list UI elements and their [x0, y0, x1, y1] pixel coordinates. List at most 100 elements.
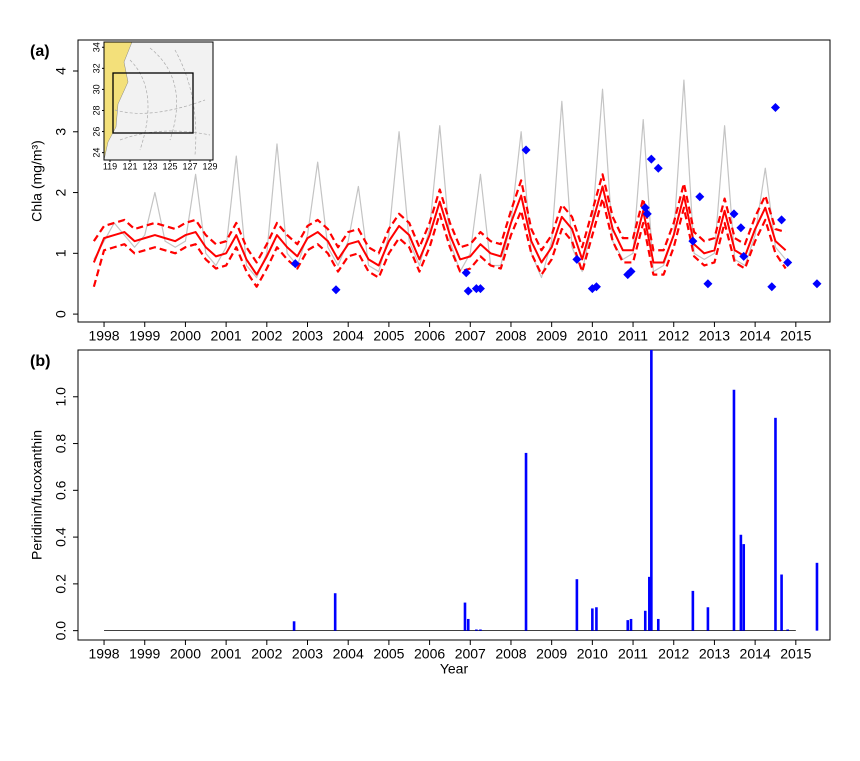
data-point: [777, 215, 787, 225]
bar: [595, 607, 598, 631]
bar: [475, 629, 478, 631]
bar: [706, 607, 710, 631]
x-tick-label: 2001: [211, 328, 242, 344]
inset-x-tick-label: 123: [142, 161, 157, 171]
plot-frame: [77, 349, 831, 641]
inset-frame: [103, 41, 214, 161]
x-tick-label: 2009: [536, 328, 567, 344]
bar: [626, 620, 630, 631]
confidence-line: [92, 173, 786, 264]
x-tick-label: 2010: [577, 328, 608, 344]
data-point: [812, 279, 822, 289]
x-tick-label: 2015: [780, 646, 811, 662]
data-point: [461, 268, 471, 278]
x-tick-label: 2005: [373, 646, 404, 662]
inset-y-tick-label: 24: [91, 148, 101, 158]
data-point: [646, 154, 656, 164]
inset-x-tick-label: 129: [202, 161, 217, 171]
x-tick-label: 2012: [658, 328, 689, 344]
y-tick-label: 0.0: [53, 621, 69, 641]
bar: [575, 579, 579, 631]
data-point: [626, 267, 636, 277]
x-tick-label: 2012: [658, 646, 689, 662]
x-tick-label: 2014: [740, 646, 771, 662]
bar: [739, 534, 743, 631]
y-tick-label: 0.8: [53, 434, 69, 454]
x-tick-label: 2002: [251, 328, 282, 344]
x-tick-label: 2000: [170, 646, 201, 662]
data-point: [703, 279, 713, 289]
contour: [129, 59, 149, 151]
data-point: [521, 145, 531, 155]
inset-x-tick-label: 125: [162, 161, 177, 171]
bar: [463, 602, 467, 631]
x-tick-label: 2011: [618, 646, 648, 662]
bar: [466, 618, 470, 631]
data-point: [767, 282, 777, 292]
bar: [629, 618, 633, 631]
confidence-line: [92, 197, 787, 288]
data-point: [783, 257, 793, 267]
x-tick-label: 2008: [495, 328, 526, 344]
x-tick-label: 2004: [333, 328, 364, 344]
bar: [648, 576, 651, 631]
x-tick-label: 2006: [414, 646, 445, 662]
y-tick-label: 0.6: [53, 480, 69, 500]
data-point: [642, 209, 652, 219]
data-point: [572, 254, 582, 264]
contour: [149, 47, 177, 141]
data-point: [739, 251, 749, 261]
bar: [650, 350, 653, 631]
bar: [292, 621, 296, 631]
x-tick-label: 2002: [251, 646, 282, 662]
bar: [732, 389, 736, 631]
land: [103, 41, 133, 161]
y-tick-label: 3: [53, 128, 69, 136]
bar: [691, 590, 695, 631]
study-area: [112, 72, 194, 134]
bar: [591, 608, 594, 631]
data-point: [653, 163, 663, 173]
data-point: [770, 102, 780, 112]
bar: [780, 574, 783, 631]
bar: [774, 417, 777, 631]
y-tick-label: 4: [53, 67, 69, 75]
y-tick-label: 2: [53, 188, 69, 196]
y-tick-label: 0.4: [53, 527, 69, 547]
bar: [333, 593, 337, 631]
data-point: [729, 209, 739, 219]
x-tick-label: 2011: [618, 328, 648, 344]
x-tick-label: 2013: [699, 328, 730, 344]
inset-x-tick-label: 119: [103, 161, 117, 171]
x-tick-label: 2006: [414, 328, 445, 344]
x-tick-label: 2010: [577, 646, 608, 662]
x-tick-label: 2015: [780, 328, 811, 344]
bar: [479, 629, 482, 631]
y-axis-label: Chla (mg/m³): [29, 140, 45, 222]
plot-area: [92, 79, 822, 296]
x-tick-label: 1999: [129, 328, 160, 344]
data-point: [331, 285, 341, 295]
y-tick-label: 0.2: [53, 574, 69, 594]
inset-x-tick-label: 121: [122, 161, 137, 171]
x-tick-label: 2005: [373, 328, 404, 344]
x-tick-label: 2008: [495, 646, 526, 662]
x-axis-label: Year: [440, 661, 469, 677]
bar: [656, 618, 660, 631]
y-tick-label: 0: [53, 310, 69, 318]
smooth-line: [92, 185, 787, 276]
x-tick-label: 2014: [740, 328, 771, 344]
inset-y-tick-label: 26: [91, 127, 101, 137]
bar: [643, 610, 647, 631]
bar: [815, 562, 819, 631]
x-tick-label: 1999: [129, 646, 160, 662]
data-point: [688, 236, 698, 246]
data-point: [290, 259, 300, 269]
plot-frame: [77, 39, 831, 323]
data-point: [695, 192, 705, 202]
plot-area: [104, 350, 819, 632]
x-tick-label: 2007: [455, 328, 486, 344]
y-axis-label: Peridinin/fucoxanthin: [29, 430, 45, 560]
x-tick-label: 2007: [455, 646, 486, 662]
